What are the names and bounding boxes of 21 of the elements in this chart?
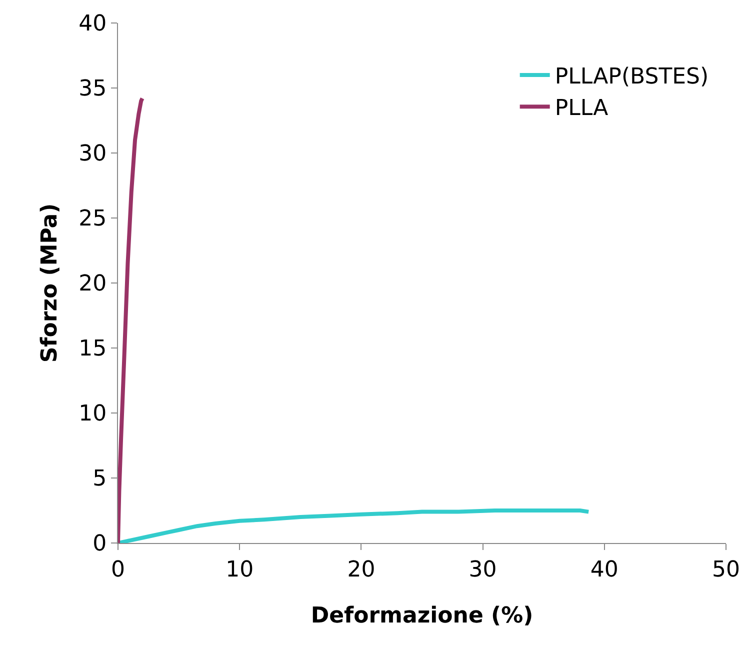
line-series — [118, 96, 144, 543]
y-tick-label: 30 — [78, 142, 107, 167]
y-tick-label: 20 — [78, 272, 107, 297]
y-tick-label: 10 — [78, 402, 107, 427]
legend-label: PLLAP(BSTES) — [554, 64, 709, 90]
y-tick-label: 35 — [78, 76, 107, 102]
y-tick-label: 40 — [78, 12, 107, 37]
x-tick-label: 30 — [468, 557, 497, 582]
x-tick-label: 40 — [590, 557, 618, 582]
x-tick-label: 50 — [712, 557, 740, 582]
y-tick-label: 0 — [92, 532, 107, 557]
legend-label: PLLA — [554, 96, 608, 122]
x-tick-label: 0 — [111, 557, 125, 582]
y-tick-label: 25 — [78, 206, 107, 232]
x-tick-label: 10 — [226, 557, 254, 582]
y-tick-label: 15 — [78, 336, 107, 362]
y-tick-label: 5 — [92, 466, 107, 492]
line-series — [118, 508, 591, 543]
x-axis-title: Deformazione (%) — [310, 603, 534, 628]
y-axis-title: Sforzo (MPa) — [37, 203, 62, 363]
x-tick-label: 20 — [347, 557, 376, 582]
